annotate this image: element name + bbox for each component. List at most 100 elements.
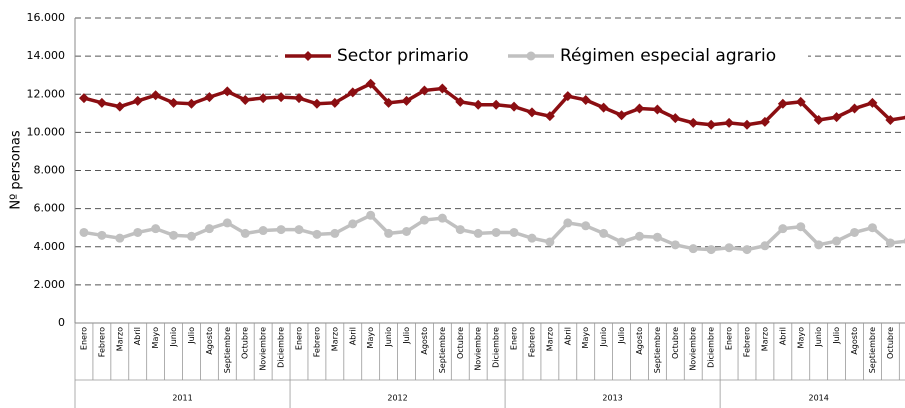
marker (580, 94, 591, 105)
year-label: 2011 (172, 394, 192, 403)
marker (706, 245, 716, 255)
x-tick-label: Marzo (760, 327, 769, 351)
x-tick-label: Julio (617, 327, 626, 345)
x-tick-label: Diciembre (277, 327, 286, 368)
marker (294, 225, 304, 235)
marker (724, 117, 735, 128)
x-tick-label: Mayo (151, 327, 160, 349)
marker (330, 228, 340, 238)
marker (437, 83, 448, 94)
marker (544, 111, 555, 122)
y-tick-label: 8.000 (34, 164, 66, 177)
x-tick-label: Junio (384, 327, 393, 348)
x-tick-label: Enero (79, 327, 88, 350)
marker (384, 228, 394, 238)
marker (527, 233, 537, 243)
marker (509, 227, 519, 237)
marker (276, 92, 287, 103)
marker (491, 227, 501, 237)
marker (455, 225, 465, 235)
marker (186, 98, 197, 109)
x-tick-label: Marzo (330, 327, 339, 351)
marker (616, 110, 627, 121)
marker (258, 93, 269, 104)
x-tick-label: Octubre (456, 327, 465, 359)
marker (491, 99, 502, 110)
year-label: 2013 (602, 394, 622, 403)
legend-label: Régimen especial agrario (560, 46, 776, 66)
x-tick-label: Diciembre (492, 327, 501, 368)
marker (240, 228, 250, 238)
y-tick-label: 4.000 (34, 240, 66, 253)
marker (545, 237, 555, 247)
x-tick-label: Enero (295, 327, 304, 350)
marker (222, 218, 232, 228)
x-tick-label: Noviembre (259, 327, 268, 371)
marker (831, 112, 842, 123)
marker (115, 233, 125, 243)
marker (240, 94, 251, 105)
marker (312, 229, 322, 239)
marker (742, 245, 752, 255)
legend-marker (526, 51, 536, 61)
marker (96, 97, 107, 108)
marker (617, 237, 627, 247)
marker (813, 114, 824, 125)
marker (562, 91, 573, 102)
marker (204, 92, 215, 103)
x-tick-label: Abril (563, 327, 572, 345)
legend-label: Sector primario (337, 46, 469, 66)
year-label: 2014 (809, 394, 829, 403)
marker (796, 222, 806, 232)
x-tick-label: Junio (599, 327, 608, 348)
x-tick-label: Febrero (97, 327, 106, 357)
marker (652, 232, 662, 242)
marker (670, 113, 681, 124)
marker (419, 85, 430, 96)
marker (599, 228, 609, 238)
marker (78, 93, 89, 104)
marker (437, 213, 447, 223)
marker (759, 116, 770, 127)
x-tick-label: Septiembre (223, 327, 232, 373)
x-tick-label: Enero (510, 327, 519, 350)
x-tick-label: Febrero (743, 327, 752, 357)
marker (329, 97, 340, 108)
x-tick-label: Febrero (527, 327, 536, 357)
marker (598, 102, 609, 113)
x-tick-label: Octubre (671, 327, 680, 359)
marker (706, 119, 717, 130)
marker (473, 228, 483, 238)
x-tick-label: Junio (814, 327, 823, 348)
x-tick-label: Octubre (241, 327, 250, 359)
y-tick-label: 0 (58, 316, 65, 329)
marker (634, 103, 645, 114)
marker (509, 101, 520, 112)
marker (760, 241, 770, 251)
marker (311, 98, 322, 109)
marker (777, 98, 788, 109)
marker (526, 107, 537, 118)
x-tick-label: Agosto (420, 327, 429, 355)
marker (742, 119, 752, 130)
marker (186, 231, 196, 241)
x-tick-label: Marzo (545, 327, 554, 351)
marker (276, 225, 286, 235)
marker (652, 104, 663, 115)
x-tick-label: Mayo (581, 327, 590, 349)
y-tick-label: 16.000 (27, 11, 66, 24)
y-tick-label: 12.000 (27, 87, 66, 100)
marker (867, 223, 877, 233)
marker (688, 244, 698, 254)
y-axis-label: Nº personas (9, 130, 24, 210)
x-tick-label: Mayo (796, 327, 805, 349)
y-tick-label: 2.000 (34, 278, 66, 291)
marker (151, 224, 161, 234)
marker (168, 97, 179, 108)
x-tick-label: Septiembre (868, 327, 877, 373)
marker (97, 230, 107, 240)
x-tick-label: Julio (832, 327, 841, 345)
x-tick-label: Mayo (366, 327, 375, 349)
marker (366, 210, 376, 220)
